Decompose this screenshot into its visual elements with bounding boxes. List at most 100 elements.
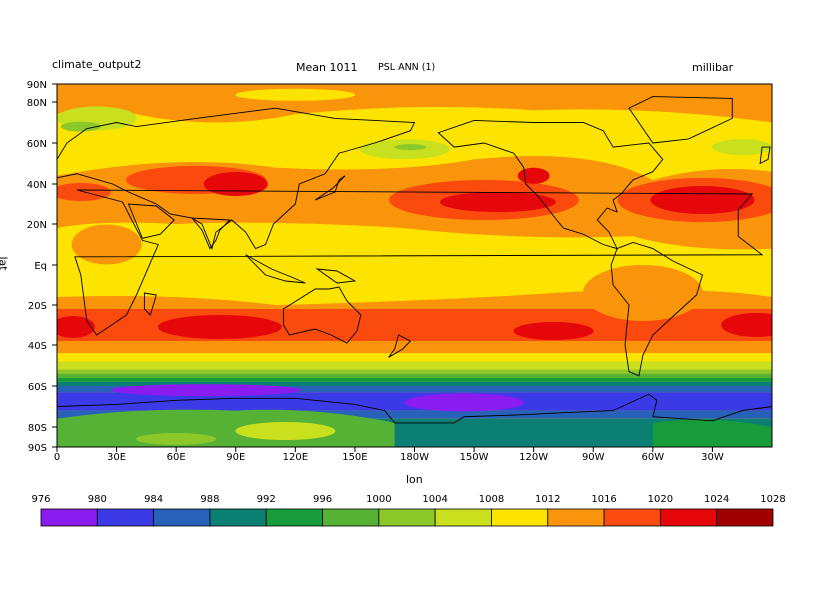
coastline [57, 107, 416, 251]
y-tick-label: 80S [28, 423, 47, 434]
colorbar-swatch [716, 508, 774, 527]
coastline [388, 334, 412, 358]
tropical-orange [71, 224, 142, 265]
x-tick-label: 150W [460, 452, 489, 463]
contour-band-south [57, 381, 772, 386]
y-tick-label: 60S [28, 382, 47, 393]
colorbar-level-label: 1004 [422, 494, 447, 505]
mean-label: Mean 1011 [296, 61, 358, 74]
colorbar-swatch [265, 508, 323, 527]
x-tick-label: 30E [107, 452, 126, 463]
x-tick-label: 0 [54, 452, 60, 463]
polar-low [404, 393, 525, 412]
high-cell-atlantic [57, 316, 95, 338]
coastline [143, 292, 157, 316]
coastline [437, 119, 664, 250]
antarctic-high [136, 433, 217, 445]
coastline [759, 146, 771, 165]
coastline [245, 254, 306, 284]
contour-fill-group [57, 84, 772, 447]
colorbar-level-label: 996 [313, 494, 332, 505]
x-tick-label: 150E [342, 452, 367, 463]
contour-band-south [57, 369, 772, 374]
coastline [610, 241, 704, 377]
coastline [315, 268, 357, 284]
x-tick-label: 180W [400, 452, 429, 463]
colorbar-swatch [659, 508, 718, 527]
x-tick-label: 60W [642, 452, 665, 463]
units-label: millibar [692, 61, 734, 74]
coastline [191, 217, 231, 250]
x-tick-label: 30W [701, 452, 724, 463]
contour-band-south [57, 377, 772, 382]
x-tick-label: 90W [582, 452, 605, 463]
contour-band-south [57, 410, 772, 419]
colorbar-level-label: 1012 [535, 494, 560, 505]
antarctic-high [235, 422, 336, 440]
y-tick-label: 60N [27, 139, 47, 150]
variable-label: PSL ANN (1) [378, 62, 436, 73]
colorbar-swatch [153, 508, 211, 527]
y-tick-label: 80N [27, 98, 47, 109]
colorbar-level-label: 1024 [704, 494, 729, 505]
colorbar-swatch [96, 508, 155, 527]
contour-band-south [57, 353, 772, 362]
y-tick-label: 40S [28, 341, 47, 352]
y-tick-label: Eq [34, 261, 47, 272]
high-cell-atlantic [721, 313, 772, 337]
colorbar-swatch [378, 508, 436, 527]
colorbar-level-label: 992 [257, 494, 276, 505]
arctic-yellow [235, 88, 356, 101]
colorbar-level-label: 984 [144, 494, 163, 505]
colorbar-swatch [209, 508, 267, 527]
colorbar-level-label: 1008 [479, 494, 504, 505]
colorbar-swatch [434, 508, 492, 527]
colorbar-level-label: 1000 [366, 494, 391, 505]
high-cell-pacific-north [439, 192, 556, 212]
coastline [282, 286, 362, 344]
colorbar-swatch [491, 508, 549, 527]
colorbar-level-label: 1016 [591, 494, 616, 505]
high-cell-atlantic-north [650, 186, 755, 214]
x-axis-label: lon [406, 473, 423, 486]
high-cell-indian [157, 315, 282, 339]
contour-band-south [57, 373, 772, 378]
high-cell-north [517, 167, 550, 184]
tropical-orange [582, 265, 703, 321]
coastline [74, 189, 764, 336]
y-tick-label: 90S [28, 443, 47, 454]
x-tick-label: 120W [519, 452, 548, 463]
colorbar-swatch [603, 508, 661, 527]
antarctic-high [652, 419, 772, 447]
y-tick-label: 20S [28, 301, 47, 312]
x-tick-label: 60E [167, 452, 186, 463]
contour-band-south [57, 361, 772, 370]
coastline [127, 203, 175, 239]
y-tick-label: 90N [27, 80, 47, 91]
icelandic-low-east [712, 139, 772, 156]
colorbar-level-label: 1028 [760, 494, 785, 505]
aleutian-low [394, 144, 427, 151]
colorbar-level-label: 1020 [648, 494, 673, 505]
colorbar-level-label: 976 [31, 494, 50, 505]
y-axis-label: lat [0, 256, 10, 271]
coastline [314, 175, 346, 201]
antarctic-high [57, 409, 395, 447]
colorbar-swatch [322, 508, 380, 527]
x-tick-label: 120E [283, 452, 308, 463]
colorbar-swatch [40, 508, 98, 527]
y-tick-label: 40N [27, 180, 47, 191]
x-tick-label: 90E [226, 452, 245, 463]
colorbar-level-label: 980 [88, 494, 107, 505]
case-name: climate_output2 [52, 58, 142, 71]
coastline [628, 96, 733, 144]
siberian-high [203, 172, 268, 196]
contour-band-south [57, 386, 772, 393]
colorbar-swatch [547, 508, 605, 527]
colorbar-level-label: 988 [200, 494, 219, 505]
high-cell-mediterranean [57, 183, 111, 201]
coastline [57, 393, 772, 424]
y-tick-label: 20N [27, 220, 47, 231]
high-cell-pacific [513, 322, 594, 340]
